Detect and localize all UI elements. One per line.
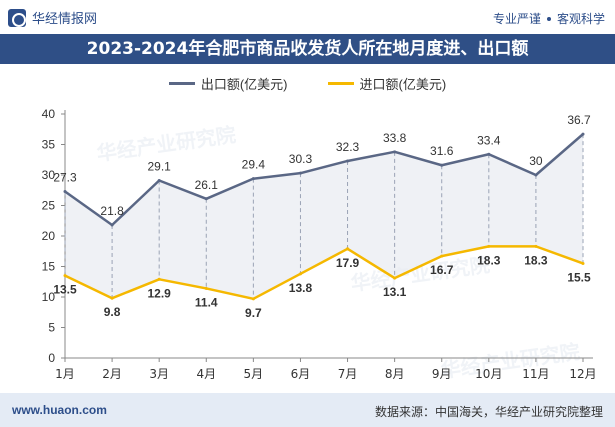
legend-label-import: 进口额(亿美元): [359, 77, 447, 92]
x-tick-label: 5月: [244, 367, 264, 381]
legend-item-import: 进口额(亿美元): [327, 74, 447, 93]
x-tick-label: 11月: [522, 367, 549, 381]
x-tick-label: 4月: [196, 367, 216, 381]
data-label-import: 9.8: [104, 305, 121, 319]
series-band: [65, 134, 583, 299]
slogan-right: 客观科学: [556, 12, 605, 26]
x-tick-label: 2月: [102, 367, 122, 381]
y-tick-label: 15: [42, 260, 56, 274]
data-point-export: [251, 177, 255, 181]
data-point-import: [487, 244, 491, 248]
x-tick-label: 3月: [149, 367, 169, 381]
data-point-import: [534, 244, 538, 248]
data-label-import: 18.3: [477, 253, 501, 267]
data-point-import: [581, 261, 585, 265]
data-label-export: 27.3: [53, 170, 77, 184]
data-point-export: [440, 163, 444, 167]
legend-label-export: 出口额(亿美元): [200, 77, 288, 92]
data-label-export: 29.4: [242, 158, 266, 172]
y-tick-label: 30: [42, 168, 56, 182]
y-tick-label: 0: [48, 351, 55, 365]
data-label-export: 30.3: [289, 152, 313, 166]
y-tick-label: 5: [48, 321, 55, 335]
legend-swatch-import: [327, 82, 354, 85]
data-point-export: [63, 189, 67, 193]
data-label-export: 33.4: [477, 133, 501, 147]
data-point-export: [346, 159, 350, 163]
data-point-export: [298, 171, 302, 175]
data-label-import: 12.9: [148, 286, 172, 300]
data-label-import: 13.8: [289, 281, 313, 295]
data-point-import: [110, 296, 114, 300]
data-label-export: 36.7: [567, 113, 591, 127]
legend-swatch-export: [168, 82, 195, 85]
x-tick-label: 9月: [432, 367, 452, 381]
brand-name: 华经情报网: [32, 11, 98, 26]
line-chart: 0 5 10 15 20 25 30 35 40 1月 2月 3月 4月 5月 6月 7月 8月 9月 10月 11月…: [42, 107, 597, 381]
data-point-import: [346, 247, 350, 251]
data-label-import: 17.9: [336, 256, 360, 270]
data-label-export: 32.3: [336, 140, 360, 154]
data-label-export: 26.1: [195, 178, 219, 192]
title-bar: 2023-2024年合肥市商品收发货人所在地月度进、出口额: [0, 34, 615, 64]
data-label-export: 29.1: [148, 159, 172, 173]
data-label-import: 18.3: [524, 253, 548, 267]
data-label-import: 13.5: [53, 283, 77, 297]
data-point-export: [534, 173, 538, 177]
data-point-export: [204, 197, 208, 201]
brand: 华经情报网: [8, 8, 97, 27]
data-point-export: [110, 223, 114, 227]
data-label-export: 21.8: [100, 204, 124, 218]
data-point-export: [581, 132, 585, 136]
chart-title: 2023-2024年合肥市商品收发货人所在地月度进、出口额: [86, 39, 529, 59]
data-label-import: 13.1: [383, 285, 407, 299]
data-point-import: [393, 276, 397, 280]
x-tick-label: 1月: [55, 367, 75, 381]
data-label-export: 31.6: [430, 144, 454, 158]
data-label-import: 9.7: [245, 306, 262, 320]
data-label-export: 30: [529, 154, 543, 168]
footer-source: 数据来源：中国海关，华经产业研究院整理: [374, 405, 603, 419]
y-tick-label: 25: [42, 199, 56, 213]
series-line-export: [64, 133, 584, 227]
data-point-import: [157, 277, 161, 281]
data-point-export: [393, 150, 397, 154]
x-tick-label: 7月: [338, 367, 358, 381]
data-point-export: [487, 152, 491, 156]
separator-dot-icon: [546, 16, 551, 21]
slogan: 专业严谨 客观科学: [493, 10, 605, 27]
top-bar: 华经情报网 专业严谨 客观科学: [0, 0, 615, 34]
y-tick-label: 10: [42, 290, 56, 304]
data-label-import: 15.5: [567, 270, 591, 284]
y-tick-label: 35: [42, 138, 56, 152]
data-label-import: 16.7: [430, 263, 454, 277]
data-point-import: [298, 272, 302, 276]
data-point-import: [63, 274, 67, 278]
y-tick-label: 40: [42, 107, 56, 121]
footer: www.huaon.com 数据来源：中国海关，华经产业研究院整理: [0, 393, 615, 427]
y-tick-label: 20: [42, 229, 56, 243]
data-point-import: [440, 254, 444, 258]
logo-icon: [8, 8, 26, 27]
slogan-left: 专业严谨: [492, 12, 541, 26]
data-point-import: [204, 286, 208, 290]
series-line-import: [64, 245, 584, 301]
legend: 出口额(亿美元) 进口额(亿美元): [0, 74, 615, 93]
legend-item-export: 出口额(亿美元): [168, 74, 288, 93]
x-tick-label: 8月: [385, 367, 405, 381]
data-label-import: 11.4: [195, 295, 218, 309]
data-point-export: [157, 178, 161, 182]
data-label-export: 33.8: [383, 131, 407, 145]
x-tick-label: 12月: [569, 367, 596, 381]
data-point-import: [251, 297, 255, 301]
x-tick-label: 6月: [291, 367, 311, 381]
footer-website: www.huaon.com: [12, 403, 107, 417]
x-tick-label: 10月: [475, 367, 502, 381]
